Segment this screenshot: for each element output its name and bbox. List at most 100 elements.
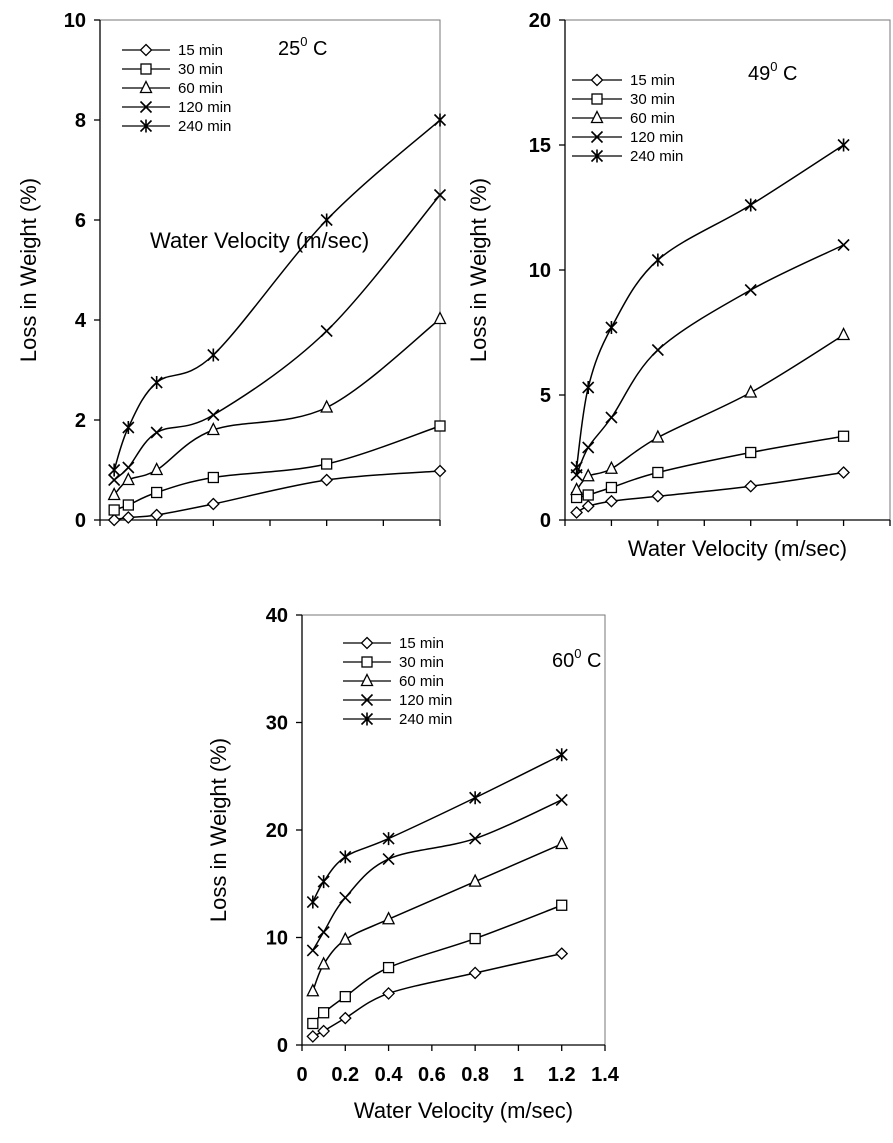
- series-line: [312, 843, 563, 992]
- legend-entry: 30 min: [343, 654, 444, 671]
- x-tick-label: 1.4: [591, 1064, 620, 1086]
- y-tick-label: 15: [529, 135, 551, 157]
- data-point-marker: [139, 43, 153, 57]
- data-point-marker: [570, 482, 584, 496]
- legend-entry: 15 min: [343, 635, 444, 652]
- series-120-min: [570, 238, 850, 482]
- data-point-marker: [605, 481, 618, 494]
- legend-entry: 240 min: [343, 711, 452, 728]
- data-point-marker: [744, 198, 757, 212]
- data-point-marker: [605, 494, 618, 508]
- data-point-marker: [321, 458, 333, 470]
- data-point-marker: [360, 693, 374, 707]
- data-point-marker: [207, 348, 220, 362]
- data-point-marker: [339, 990, 351, 1003]
- data-point-marker: [651, 429, 665, 443]
- data-point-marker: [306, 1029, 320, 1043]
- y-axis-label: Loss in Weight (%): [16, 178, 41, 362]
- chart-25c: 0 2 4 6 8 10 Loss in Weight (%) Water Velocity …: [16, 10, 447, 532]
- legend-label: 30 min: [630, 91, 675, 108]
- data-point-marker: [745, 446, 757, 459]
- data-point-marker: [382, 961, 395, 974]
- data-point-marker: [320, 213, 333, 227]
- plot-area: [301, 614, 606, 1046]
- data-point-marker: [317, 956, 331, 970]
- data-point-marker: [605, 321, 618, 334]
- x-tick-label: 0.8: [461, 1064, 489, 1086]
- series-line: [113, 119, 441, 471]
- series-line: [312, 799, 563, 951]
- data-point-marker: [121, 472, 135, 486]
- legend-entry: 60 min: [343, 673, 444, 690]
- data-point-marker: [108, 463, 121, 477]
- series-240-min: [570, 138, 850, 474]
- data-point-marker: [837, 138, 850, 152]
- data-point-marker: [317, 1007, 330, 1019]
- data-point-marker: [360, 712, 374, 726]
- data-point-marker: [122, 499, 134, 511]
- legend-entry: 240 min: [122, 118, 231, 135]
- data-point-marker: [139, 80, 153, 94]
- series-line: [312, 904, 562, 1025]
- series-120-min: [108, 188, 447, 487]
- series-60-min: [107, 311, 447, 501]
- plot-area: [564, 19, 891, 521]
- data-point-marker: [320, 399, 334, 413]
- legend-entry: 120 min: [122, 99, 231, 116]
- data-point-marker: [306, 895, 319, 909]
- data-point-marker: [581, 468, 595, 482]
- y-tick-label: 6: [75, 210, 86, 232]
- legend-entry: 120 min: [343, 692, 452, 709]
- series-line: [312, 754, 563, 903]
- data-point-marker: [555, 947, 569, 961]
- data-point-marker: [108, 504, 120, 516]
- legend-entry: 15 min: [572, 72, 675, 89]
- series-15-min: [306, 947, 569, 1043]
- temperature-annotation: 250 C: [278, 34, 327, 60]
- data-point-marker: [140, 63, 152, 75]
- chart-60c: 0 10 20 30 40 0 0.2 0.4 0.6 0.8 1 1.2 1.4 Loss in Wei…: [206, 605, 620, 1123]
- y-tick-label: 4: [75, 310, 87, 332]
- data-point-marker: [590, 149, 604, 163]
- x-tick-label: 0.4: [375, 1064, 404, 1086]
- data-point-marker: [151, 486, 163, 499]
- series-30-min: [570, 430, 850, 504]
- data-point-marker: [382, 852, 395, 866]
- y-tick-label: 10: [266, 928, 288, 950]
- data-point-marker: [582, 489, 594, 501]
- data-point-marker: [206, 497, 220, 511]
- inner-axis-label: Water Velocity (m/sec): [150, 228, 369, 253]
- legend-entry: 120 min: [572, 129, 683, 146]
- data-point-marker: [651, 489, 665, 503]
- data-point-marker: [555, 836, 569, 850]
- legend-label: 240 min: [178, 118, 231, 135]
- series-240-min: [108, 113, 447, 477]
- y-axis-label: Loss in Weight (%): [466, 178, 491, 362]
- chart-panel-25c: 0 2 4 6 8 10 Loss in Weight (%) Water Velocity …: [0, 0, 450, 575]
- temperature-annotation: 490 C: [748, 59, 797, 85]
- data-point-marker: [590, 130, 604, 144]
- y-tick-label: 8: [75, 110, 86, 132]
- data-point-marker: [433, 311, 447, 325]
- data-point-marker: [433, 113, 447, 127]
- data-point-marker: [307, 1017, 319, 1030]
- data-point-marker: [651, 343, 664, 357]
- series-line: [113, 318, 441, 496]
- data-point-marker: [837, 466, 850, 479]
- legend-entry: 30 min: [572, 91, 675, 108]
- data-point-marker: [434, 420, 446, 432]
- x-tick-label: 1.2: [548, 1064, 576, 1086]
- legend-entry: 60 min: [122, 80, 223, 97]
- data-point-marker: [555, 748, 568, 762]
- data-point-marker: [107, 513, 121, 527]
- data-point-marker: [469, 932, 481, 945]
- legend-label: 120 min: [178, 99, 231, 116]
- data-point-marker: [317, 875, 330, 889]
- data-point-marker: [361, 656, 373, 668]
- data-point-marker: [837, 238, 850, 252]
- chart-panel-49c: 0 5 10 15 20 Loss in Weight (%) Water Velocity…: [450, 0, 893, 590]
- data-point-marker: [555, 793, 568, 806]
- data-point-marker: [469, 791, 482, 805]
- data-point-marker: [837, 327, 851, 341]
- legend-entry: 60 min: [572, 110, 675, 127]
